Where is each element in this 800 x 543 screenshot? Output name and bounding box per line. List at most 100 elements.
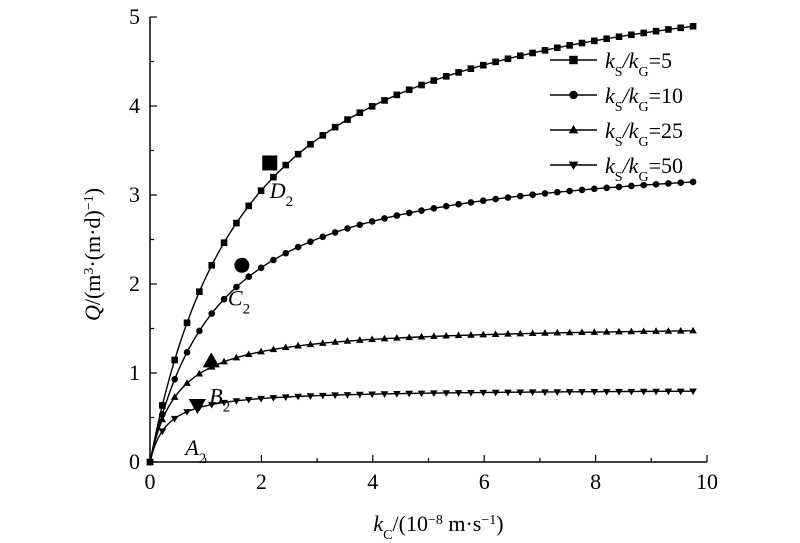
data-point — [183, 379, 191, 386]
data-point — [319, 339, 327, 346]
x-tick-label: 4 — [367, 469, 378, 494]
data-point — [344, 116, 351, 123]
data-point — [516, 192, 524, 200]
data-point — [652, 388, 660, 396]
data-point — [541, 47, 549, 54]
data-point — [504, 330, 512, 337]
data-point — [554, 44, 561, 52]
data-point — [516, 389, 525, 397]
data-point — [677, 179, 685, 186]
data-point — [430, 204, 438, 212]
data-point — [158, 415, 167, 423]
data-point — [368, 335, 376, 343]
data-point — [664, 388, 673, 396]
series-2 — [146, 178, 697, 466]
data-point — [356, 336, 364, 343]
data-point — [306, 340, 315, 348]
data-point — [380, 391, 389, 398]
legend-marker — [568, 161, 579, 171]
data-point — [541, 389, 549, 396]
x-tick-label: 10 — [696, 469, 718, 494]
data-point — [528, 389, 537, 397]
data-point — [159, 402, 166, 409]
data-point — [491, 389, 500, 397]
data-point — [307, 141, 314, 148]
data-point — [257, 187, 265, 194]
data-point — [319, 233, 327, 241]
data-point — [554, 188, 561, 196]
data-point — [220, 399, 228, 407]
data-point — [418, 207, 425, 214]
data-point — [356, 221, 364, 229]
legend-marker — [569, 55, 578, 65]
data-point — [455, 69, 462, 76]
highlight-marker — [262, 155, 278, 171]
data-point — [689, 388, 697, 396]
data-point — [528, 329, 537, 337]
data-point — [170, 415, 179, 423]
data-point — [294, 393, 302, 401]
data-point — [208, 310, 216, 317]
data-point — [627, 327, 636, 335]
data-point — [566, 42, 573, 49]
data-point — [467, 65, 475, 72]
data-point — [591, 185, 598, 193]
x-tick-label: 8 — [590, 469, 601, 494]
data-point — [319, 132, 327, 139]
data-point — [529, 191, 536, 198]
data-point — [676, 388, 685, 396]
data-point — [553, 328, 562, 336]
highlight-label: C2 — [228, 285, 250, 317]
data-point — [233, 219, 240, 227]
data-point — [578, 389, 586, 396]
data-point — [344, 225, 351, 232]
data-point — [529, 49, 536, 57]
data-point — [553, 389, 562, 396]
data-point — [627, 388, 636, 396]
data-point — [467, 331, 475, 338]
data-point — [590, 328, 599, 335]
y-tick-label: 3 — [129, 182, 140, 207]
data-point — [677, 24, 685, 32]
data-point — [331, 338, 339, 345]
series-4 — [146, 388, 697, 466]
data-point — [418, 81, 425, 89]
data-point — [343, 337, 352, 344]
data-point — [652, 327, 660, 334]
data-point — [442, 73, 450, 80]
data-point — [183, 349, 191, 356]
data-point — [381, 215, 388, 222]
data-point — [405, 86, 413, 94]
data-point — [393, 391, 401, 398]
data-point — [368, 103, 376, 110]
highlight-marker — [202, 352, 220, 368]
data-point — [220, 357, 228, 365]
highlight-point-C: C2 — [228, 257, 250, 317]
data-point — [170, 393, 179, 400]
data-point — [319, 392, 327, 400]
data-point — [689, 326, 697, 334]
data-point — [368, 218, 376, 225]
data-point — [368, 391, 376, 399]
data-point — [183, 409, 191, 416]
data-point — [492, 58, 499, 66]
data-point — [467, 199, 475, 206]
data-point — [479, 389, 488, 397]
data-point — [430, 332, 438, 340]
data-point — [381, 97, 388, 104]
highlight-label: A2 — [183, 435, 206, 467]
highlight-point-D: D2 — [262, 155, 293, 210]
series-line — [149, 181, 694, 463]
data-point — [195, 369, 204, 377]
data-point — [417, 332, 426, 340]
y-tick-label: 4 — [129, 93, 140, 118]
data-point — [208, 262, 216, 269]
data-point — [405, 390, 413, 398]
legend-item-4: kS/kG=50 — [550, 153, 683, 185]
axes: 0 2 4 6 8 10 0 1 2 3 4 5 — [129, 4, 718, 494]
data-point — [603, 35, 610, 43]
data-point — [516, 52, 524, 60]
data-point — [281, 394, 290, 401]
